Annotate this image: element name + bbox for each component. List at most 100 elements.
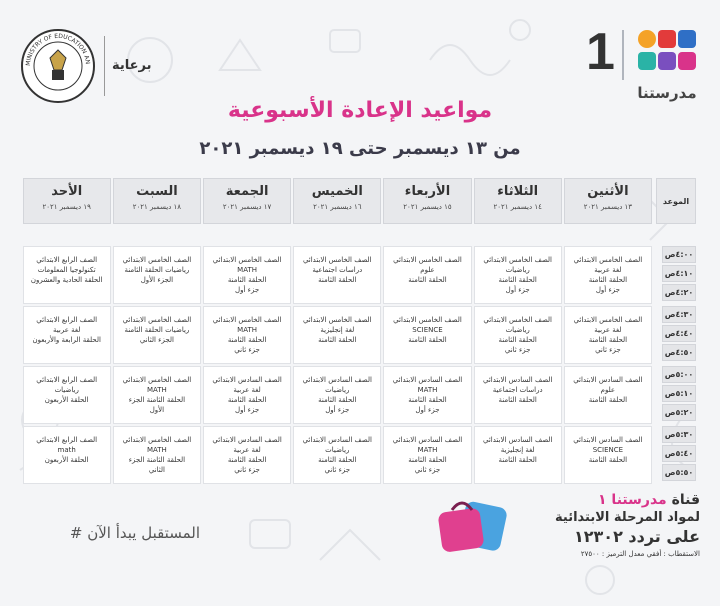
seal-divider [104,36,105,96]
time-slot: ٤:٤٠ص [662,325,696,342]
lesson-line: جزء أول [595,286,620,294]
lesson-line: لغة عربية [233,446,261,454]
logo-divider [622,30,624,80]
lesson-line: الحلقة الثامنة [227,276,267,284]
lesson-line: SCIENCE [412,326,443,334]
lesson-cell: الصف السادس الابتدائي رياضيات الحلقة الثام… [293,426,382,484]
day-header: السبت ١٨ ديسمبر ٢٠٢١ [112,178,201,224]
lesson-line: رياضيات [325,446,350,454]
lesson-line: لغة إنجليزية [320,326,355,334]
logo-number: 1 [586,23,615,81]
lesson-cell: الصف السادس الابتدائي دراسات اجتماعية الحل… [473,366,562,424]
lesson-cell: الصف الخامس الابتدائي MATH الحلقة الثامنة … [112,426,201,484]
day-date: ١٧ ديسمبر ٢٠٢١ [222,203,272,211]
lesson-line: جزء ثاني [234,466,260,474]
lesson-line: الجزء الأول [140,276,174,284]
lesson-line: math [57,446,76,454]
lesson-line: الحلقة الثامنة [588,336,628,344]
lesson-line: الحلقة الحادية والعشرون [30,276,103,284]
lesson-cell: الصف السادس الابتدائي لغة عربية الحلقة الث… [203,426,292,484]
lesson-line: الحلقة الثامنة [318,336,357,344]
lesson-line: الحلقة الثامنة [227,336,267,344]
lesson-line: الصف الرابع الابتدائي [36,436,98,444]
time-slot: ٥:٠٠ص [662,366,696,383]
ministry-seal-icon: MINISTRY OF EDUCATION AND TECHNICAL [20,28,95,103]
day-date: ١٥ ديسمبر ٢٠٢١ [403,203,452,211]
lesson-line: جزء ثاني [414,466,441,474]
page-title: مواعيد الإعادة الأسبوعية [227,98,493,123]
time-column-header: الموعد [656,178,696,224]
lesson-line: جزء ثاني [234,346,260,354]
lesson-line: SCIENCE [592,446,624,454]
lesson-line: الصف الخامس الابتدائي [573,316,643,324]
lesson-line: الصف السادس الابتدائي [212,376,282,384]
day-name: الخميس [311,184,363,199]
lesson-line: جزء أول [325,406,350,414]
lesson-cell: الصف الخامس الابتدائي رياضيات الحلقة الثام… [473,246,562,304]
lesson-line: الصف الخامس الابتدائي [122,316,192,324]
day-name: السبت [136,184,178,199]
lesson-line: الحلقة الثامنة [588,396,628,404]
lesson-cell: الصف السادس الابتدائي SCIENCE الحلقة الثام… [563,426,652,484]
lesson-line: الصف الخامس الابتدائي [393,316,462,324]
lesson-line: الصف الخامس الابتدائي [122,376,192,384]
time-slot: ٥:٤٠ص [662,445,696,462]
lesson-cell: الصف الخامس الابتدائي MATH الحلقة الثامنة … [112,366,201,424]
lesson-cell: الصف الخامس الابتدائي لغة عربية الحلقة الث… [563,246,652,304]
lesson-line: علوم [420,266,435,274]
lesson-cell: الصف الخامس الابتدائي MATH الحلقة الثامنة ج… [203,246,292,304]
lesson-line: الحلقة الرابعة والأربعون [32,336,101,344]
lesson-line: الصف السادس الابتدائي [212,436,282,444]
day-header: الأثنين ١٣ ديسمبر ٢٠٢١ [563,178,652,224]
lesson-line: رياضيات الحلقة الثامنة [124,326,190,334]
lesson-line: تكنولوجيا المعلومات [37,266,96,274]
lesson-cell: الصف الخامس الابتدائي رياضيات الحلقة الثا… [112,306,201,364]
time-slot: ٥:١٠ص [662,385,696,402]
sponsorship-label: برعاية [112,58,152,73]
time-slot: ٥:٥٠ص [662,464,696,481]
lesson-cell: الصف السادس الابتدائي MATH الحلقة الثامنة ج… [383,366,472,424]
lesson-cell: الصف الرابع الابتدائي لغة عربية الحلقة الر… [22,306,111,364]
lesson-line: الحلقة الثامنة [318,456,357,464]
day-date: ١٨ ديسمبر ٢٠٢١ [132,203,182,211]
lesson-cell: الصف السادس الابتدائي لغة عربية الحلقة الث… [203,366,292,424]
lesson-line: الصف الرابع الابتدائي [36,376,98,384]
lesson-line: رياضيات [505,326,530,334]
lesson-line: الأول [149,406,165,414]
lesson-line: لغة عربية [594,326,622,334]
lesson-line: الصف الخامس الابتدائي [393,256,462,264]
time-slot: ٤:٢٠ص [662,284,696,301]
lesson-line: رياضيات الحلقة الثامنة [124,266,190,274]
lesson-line: الحلقة الثامنة [498,396,537,404]
lesson-line: الصف السادس الابتدائي [302,376,372,384]
lesson-line: الصف الخامس الابتدائي [483,316,553,324]
lesson-line: الجزء الثاني [139,336,174,344]
day-name: الأربعاء [404,184,451,199]
lesson-cell: الصف الخامس الابتدائي SCIENCE الحلقة الثام… [383,306,472,364]
lesson-line: الصف السادس الابتدائي [483,376,553,384]
lesson-line: الحلقة الثامنة [498,276,537,284]
lesson-line: الصف الخامس الابتدائي [212,316,282,324]
day-date: ١٣ ديسمبر ٢٠٢١ [583,203,633,211]
lesson-line: جزء أول [415,406,440,414]
day-date: ١٩ ديسمبر ٢٠٢١ [42,203,91,211]
lesson-line: الصف السادس الابتدائي [392,436,463,444]
lesson-line: لغة عربية [53,326,81,334]
logo-squares-icon [636,30,696,80]
lesson-line: الصف الخامس الابتدائي [573,256,643,264]
lesson-line: الحلقة الثامنة [408,456,447,464]
lesson-line: الصف الخامس الابتدائي [122,256,192,264]
lesson-cell: الصف السادس الابتدائي علوم الحلقة الثامنة [563,366,652,424]
lesson-line: لغة عربية [594,266,622,274]
lesson-line: رياضيات [505,266,530,274]
channel-name-line: قناة مدرستنا ١ [520,492,700,508]
lesson-line: جزء أول [505,286,530,294]
lesson-cell: الصف الرابع الابتدائي تكنولوجيا المعلومات… [22,246,111,304]
lesson-line: جزء أول [235,286,260,294]
day-name: الأثنين [587,184,629,199]
lesson-line: الحلقة الثامنة الجزء [128,456,186,464]
lesson-line: الصف السادس الابتدائي [573,436,643,444]
day-name: الأحد [51,184,83,199]
lesson-cell: الصف الخامس الابتدائي رياضيات الحلقة الثام… [473,306,562,364]
lesson-line: جزء ثاني [324,466,351,474]
